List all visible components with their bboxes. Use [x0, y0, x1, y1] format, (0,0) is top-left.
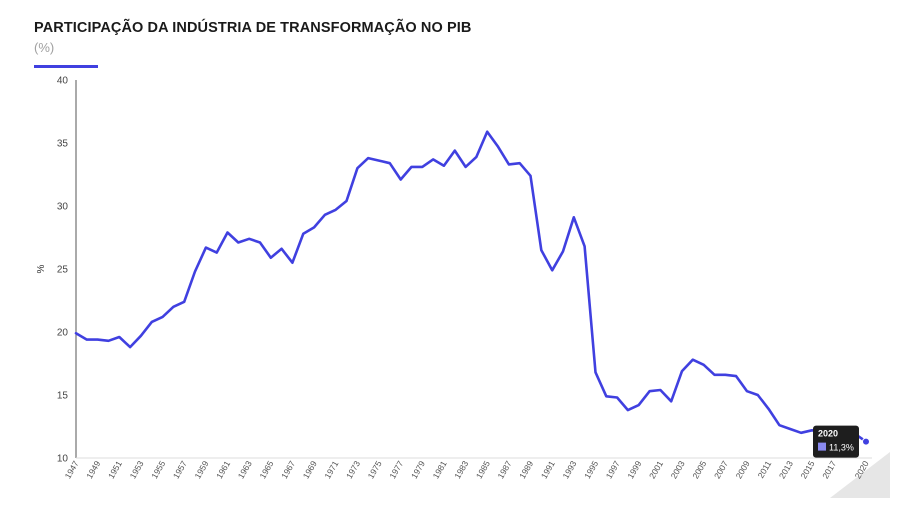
y-tick-label: 40 [57, 76, 69, 87]
x-tick-label: 1963 [236, 459, 254, 481]
tooltip-year: 2020 [818, 429, 838, 439]
x-tick-label: 1993 [560, 459, 578, 481]
x-tick-label: 1999 [625, 459, 643, 481]
x-tick-label: 2009 [734, 459, 752, 481]
x-tick-label: 1995 [582, 459, 600, 481]
x-tick-label: 1989 [517, 459, 535, 481]
x-tick-label: 2005 [690, 459, 708, 481]
y-axis-label: % [36, 264, 47, 273]
x-tick-label: 1959 [192, 459, 210, 481]
tooltip-value: 11,3% [829, 443, 854, 453]
chart-subtitle: (%) [34, 40, 55, 55]
x-tick-label: 1991 [539, 459, 557, 481]
x-tick-label: 1979 [409, 459, 427, 481]
x-tick-label: 1985 [474, 459, 492, 481]
x-tick-label: 1957 [171, 459, 189, 481]
x-tick-label: 1955 [149, 459, 167, 481]
x-tick-label: 1961 [214, 459, 232, 481]
x-tick-label: 1949 [84, 459, 102, 481]
x-tick-label: 1971 [322, 459, 340, 481]
y-tick-label: 25 [57, 265, 69, 276]
y-tick-label: 30 [57, 202, 69, 213]
x-tick-label: 2001 [647, 459, 665, 481]
series-line [74, 130, 868, 443]
x-tick-label: 1965 [257, 459, 275, 481]
x-tick-label: 2011 [756, 459, 774, 480]
x-tick-label: 1987 [495, 459, 513, 481]
x-tick-label: 2013 [777, 459, 795, 481]
x-tick-label: 2007 [712, 459, 730, 481]
x-tick-label: 1997 [604, 459, 622, 481]
corner-decoration [830, 452, 890, 498]
x-tick-label: 2015 [799, 459, 817, 481]
x-tick-label: 1969 [301, 459, 319, 481]
x-tick-label: 1967 [279, 459, 297, 481]
x-tick-label: 1977 [387, 459, 405, 481]
x-tick-label: 1983 [452, 459, 470, 481]
y-tick-label: 15 [57, 391, 69, 402]
y-tick-label: 20 [57, 328, 69, 339]
chart-title: PARTICIPAÇÃO DA INDÚSTRIA DE TRANSFORMAÇ… [34, 20, 472, 36]
x-tick-label: 1973 [344, 459, 362, 481]
y-tick-label: 35 [57, 139, 69, 150]
legend-line-swatch [34, 65, 98, 68]
x-tick-label: 1953 [128, 459, 146, 481]
x-tick-label: 2017 [820, 459, 838, 481]
x-tick-label: 1981 [431, 459, 449, 481]
x-tick-label: 2003 [669, 459, 687, 481]
x-tick-label: 1975 [366, 459, 384, 481]
x-tick-label: 1951 [106, 459, 124, 481]
tooltip-swatch [818, 442, 826, 451]
y-tick-label: 10 [57, 454, 69, 465]
highlight-point [862, 437, 870, 446]
